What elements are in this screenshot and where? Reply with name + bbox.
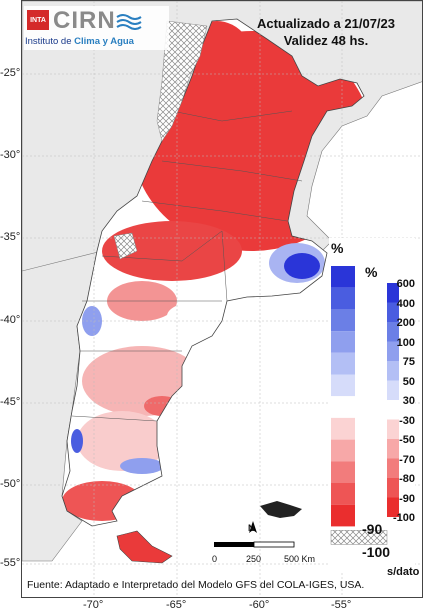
legend-left-label-100: -100: [362, 544, 391, 560]
water-wave-icon: [116, 14, 142, 30]
legend-right-label: -100: [392, 512, 415, 524]
legend-left-swatch: [331, 266, 355, 288]
legend-right-swatch: [387, 497, 399, 517]
legend-left-swatch: [331, 417, 355, 440]
legend-right-swatch: [387, 458, 399, 478]
source-note: Fuente: Adaptado e Interpretado del Mode…: [27, 579, 365, 591]
legend-left-swatch: [331, 374, 355, 397]
legend-right-label: 30: [402, 395, 415, 407]
lat-tick: -25°: [0, 67, 21, 79]
lon-tick: -60°: [249, 599, 270, 611]
legend-right-swatch: [387, 380, 399, 400]
legend-right-swatch: [387, 322, 399, 342]
lat-tick: -35°: [0, 231, 21, 243]
legend-right-swatch: [387, 439, 399, 459]
legend-swatches: [330, 266, 399, 545]
legend-right-label: 75: [402, 356, 415, 368]
north-arrow-icon: [249, 521, 257, 533]
lat-tick: -30°: [0, 149, 21, 161]
inta-logo-icon: INTA: [27, 10, 49, 30]
grid-lines: [22, 1, 422, 597]
legend-left-swatch: [331, 504, 355, 527]
legend-left-swatch: [331, 461, 355, 483]
legend-left-swatch: [331, 396, 355, 418]
legend-right-swatch: [387, 302, 399, 322]
institute-name: Instituto de Clima y Agua: [25, 36, 134, 47]
legend-right-swatch: [387, 283, 399, 303]
legend-right-label: 50: [402, 375, 415, 388]
legend-right-label: -90: [399, 492, 415, 505]
legend-nodata-label: s/dato: [387, 566, 420, 578]
legend-right-label: -50: [399, 434, 415, 446]
logo: INTA CIRN Instituto de Clima y Agua: [24, 6, 169, 50]
legend-right-swatch: [387, 419, 399, 439]
scale-bar: [214, 541, 295, 548]
precipitation-anomaly-map: [22, 1, 422, 597]
validity-period: Validez 48 hs.: [283, 33, 369, 48]
legend-right-swatch: [387, 478, 399, 498]
legend-right-swatch: [387, 400, 399, 420]
lat-tick: -40°: [0, 314, 21, 326]
legend-left-swatch: [331, 331, 355, 353]
legend-right-label: 200: [396, 317, 415, 329]
lat-tick: -50°: [0, 478, 21, 490]
tierra-del-fuego: [116, 530, 173, 564]
legend-left-unit: %: [331, 240, 344, 256]
lon-tick: -70°: [83, 599, 104, 611]
legend-right-swatch: [387, 361, 399, 381]
legend-left-swatch: [331, 352, 355, 375]
map-frame: INTA CIRN Instituto de Clima y Agua Actu…: [21, 0, 423, 598]
lon-tick: -55°: [331, 599, 352, 611]
legend-right-label: 400: [396, 297, 415, 310]
legend-right-swatch: [387, 341, 399, 361]
legend: % % -90 -100 s/dato 600 400 200 100 75 50 30 -3…: [329, 238, 419, 578]
province-borders: [71, 110, 303, 422]
scale-label-250: 250: [246, 554, 262, 564]
legend-left-swatch: [331, 287, 355, 310]
legend-left-swatch: [331, 309, 355, 332]
malvinas-islands: [260, 501, 302, 518]
legend-right-label: -30: [399, 414, 415, 427]
legend-right-label: 100: [396, 336, 415, 349]
legend-left-label-90: -90: [362, 521, 383, 537]
lon-tick: -65°: [166, 599, 187, 611]
legend-right-unit: %: [365, 264, 378, 280]
legend-left-swatch: [331, 439, 355, 462]
cirn-logo-text: CIRN: [53, 7, 116, 34]
legend-nodata-swatch: [330, 530, 388, 545]
legend-left-swatch: [331, 483, 355, 505]
legend-right-label: -70: [399, 453, 415, 466]
lat-tick: -45°: [0, 396, 21, 408]
updated-date: Actualizado a 21/07/23: [256, 16, 395, 31]
scale-label-0: 0: [212, 554, 218, 564]
legend-right-label: 600: [396, 278, 415, 290]
scale-label-500: 500 Km: [284, 554, 316, 564]
lat-tick: -55°: [0, 557, 21, 569]
north-label: N: [248, 523, 255, 533]
no-data-patch: [113, 232, 138, 260]
legend-right-label: -80: [399, 473, 415, 485]
